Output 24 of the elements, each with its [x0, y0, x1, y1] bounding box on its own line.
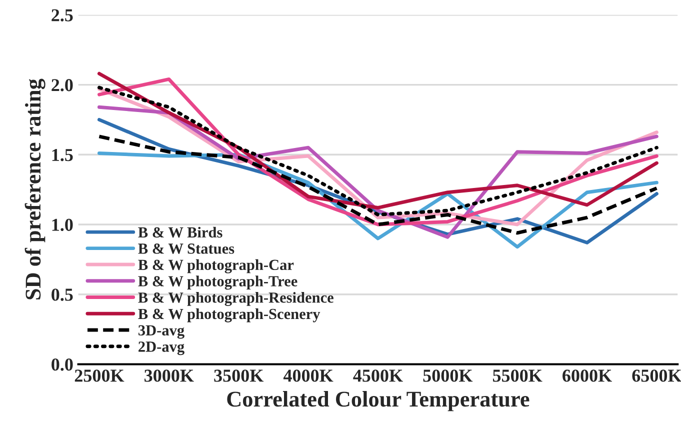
- x-tick-label: 5500K: [492, 370, 542, 382]
- x-tick-label: 2500K: [74, 370, 124, 382]
- legend-label: B & W photograph-Scenery: [138, 308, 320, 322]
- x-tick-label: 4500K: [353, 370, 403, 382]
- x-tick-label: 6000K: [562, 370, 612, 382]
- legend-label: B & W photograph-Residence: [138, 292, 334, 306]
- y-tick-label: 2.5: [52, 9, 73, 22]
- y-tick-label: 1.5: [52, 148, 73, 162]
- x-tick-label: 5000K: [423, 370, 473, 382]
- x-tick-label: 3500K: [214, 370, 264, 382]
- y-tick-label: 1.0: [52, 218, 73, 232]
- x-tick-label: 4000K: [283, 370, 334, 382]
- y-tick-label: 2.0: [52, 79, 73, 92]
- y-tick-label: 0.0: [52, 358, 73, 371]
- legend-label: 2D-avg: [138, 342, 184, 356]
- legend-label: B & W Statues: [138, 243, 234, 254]
- legend-label: B & W photograph-Car: [138, 259, 294, 274]
- y-axis-title: SD of preference rating: [24, 78, 46, 300]
- legend-label: 3D-avg: [138, 325, 184, 339]
- y-tick-label: 0.5: [52, 288, 73, 301]
- legend-label: B & W photograph-Tree: [138, 276, 298, 290]
- x-axis-title: Correlated Colour Temperature: [227, 391, 530, 412]
- legend-label: B & W Birds: [138, 226, 222, 238]
- x-tick-label: 3000K: [144, 370, 194, 382]
